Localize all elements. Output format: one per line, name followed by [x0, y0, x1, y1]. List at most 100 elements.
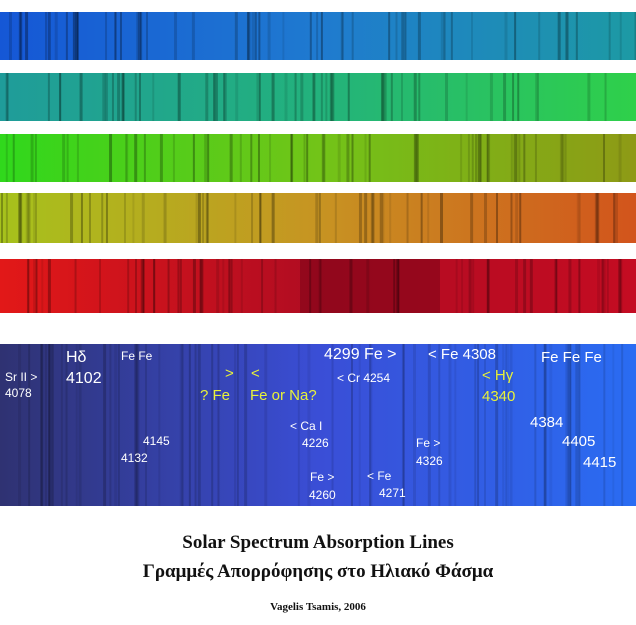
- absorption-line: [223, 73, 226, 121]
- absorption-line: [366, 259, 370, 313]
- absorption-line: [397, 259, 400, 313]
- absorption-line: [413, 134, 416, 182]
- absorption-line: [259, 193, 262, 243]
- absorption-line: [117, 344, 120, 506]
- absorption-line: [102, 73, 106, 121]
- absorption-line: [141, 193, 145, 243]
- absorption-line: [125, 134, 128, 182]
- absorption-line: [121, 73, 125, 121]
- absorption-line: [202, 193, 205, 243]
- absorption-line: [364, 193, 368, 243]
- spectrum-strip-red-image: [0, 259, 636, 313]
- absorption-line: [479, 134, 482, 182]
- absorption-line: [596, 193, 600, 243]
- label-cr-4254: < Cr 4254: [337, 371, 391, 385]
- absorption-line: [188, 344, 191, 506]
- label-fe-4299: 4299 Fe >: [324, 346, 397, 363]
- absorption-line: [65, 344, 68, 506]
- absorption-line: [127, 259, 130, 313]
- absorption-line: [28, 344, 31, 506]
- absorption-line: [575, 12, 578, 60]
- absorption-line: [136, 12, 139, 60]
- absorption-line: [76, 134, 79, 182]
- absorption-line: [119, 12, 122, 60]
- absorption-line: [484, 193, 488, 243]
- absorption-line: [329, 73, 332, 121]
- absorption-line: [34, 134, 37, 182]
- absorption-line: [282, 12, 285, 60]
- absorption-line: [163, 193, 167, 243]
- absorption-line: [318, 259, 321, 313]
- absorption-line: [358, 193, 362, 243]
- absorption-line: [393, 259, 396, 313]
- absorption-line: [320, 12, 323, 60]
- absorption-line: [486, 134, 489, 182]
- absorption-line: [465, 73, 468, 121]
- absorption-line: [105, 193, 108, 243]
- label-fe-fe: Fe Fe: [121, 349, 153, 363]
- labeled-spectrum-image: [0, 344, 636, 506]
- absorption-line: [48, 344, 52, 506]
- label-4405: 4405: [562, 433, 596, 450]
- absorption-line: [320, 73, 323, 121]
- absorption-line: [470, 12, 473, 60]
- absorption-line: [34, 193, 37, 243]
- spectrum-strip-cyan: [0, 73, 636, 121]
- absorption-line: [587, 73, 591, 121]
- absorption-line: [27, 259, 30, 313]
- labeled-spectrum-panel: Sr II > 4078 Hδ 4102 Fe Fe 4145 4132 > <…: [0, 344, 636, 506]
- absorption-line: [475, 134, 478, 182]
- absorption-line: [467, 134, 470, 182]
- absorption-line: [267, 12, 271, 60]
- absorption-line: [109, 134, 113, 182]
- absorption-line: [576, 12, 579, 60]
- absorption-line: [45, 12, 48, 60]
- absorption-line: [51, 344, 54, 506]
- absorption-line: [618, 259, 622, 313]
- absorption-line: [25, 12, 29, 60]
- absorption-line: [79, 73, 83, 121]
- absorption-line: [460, 134, 463, 182]
- absorption-line: [101, 193, 104, 243]
- label-4415: 4415: [583, 454, 617, 471]
- absorption-line: [206, 193, 209, 243]
- absorption-line: [510, 193, 513, 243]
- absorption-line: [59, 73, 62, 121]
- label-ca-wavelength: 4226: [302, 436, 329, 450]
- label-sr-ii: Sr II >: [5, 370, 38, 384]
- absorption-line: [103, 344, 107, 506]
- absorption-line: [35, 259, 38, 313]
- absorption-line: [134, 344, 138, 506]
- absorption-line: [199, 259, 202, 313]
- absorption-line: [177, 73, 181, 121]
- absorption-line: [510, 134, 513, 182]
- label-4145: 4145: [143, 434, 170, 448]
- absorption-line: [484, 344, 487, 506]
- absorption-line: [19, 193, 22, 243]
- absorption-line: [177, 259, 180, 313]
- absorption-line: [109, 344, 112, 506]
- absorption-line: [142, 259, 145, 313]
- absorption-line: [319, 259, 322, 313]
- absorption-line: [80, 193, 83, 243]
- absorption-line: [334, 193, 337, 243]
- absorption-line: [415, 134, 418, 182]
- absorption-line: [450, 12, 453, 60]
- absorption-line: [271, 193, 275, 243]
- absorption-line: [454, 344, 457, 506]
- absorption-line: [370, 193, 373, 243]
- absorption-line: [132, 193, 135, 243]
- absorption-line: [578, 344, 581, 506]
- absorption-line: [205, 73, 209, 121]
- absorption-line: [369, 344, 373, 506]
- absorption-line: [8, 12, 12, 60]
- label-h-delta-wavelength: 4102: [66, 370, 102, 387]
- absorption-line: [234, 12, 238, 60]
- absorption-line: [105, 12, 108, 60]
- absorption-line: [19, 193, 22, 243]
- absorption-line: [5, 134, 8, 182]
- label-fe-4271-arrow: < Fe: [367, 469, 392, 483]
- absorption-line: [137, 12, 141, 60]
- absorption-line: [309, 259, 312, 313]
- absorption-line: [235, 73, 239, 121]
